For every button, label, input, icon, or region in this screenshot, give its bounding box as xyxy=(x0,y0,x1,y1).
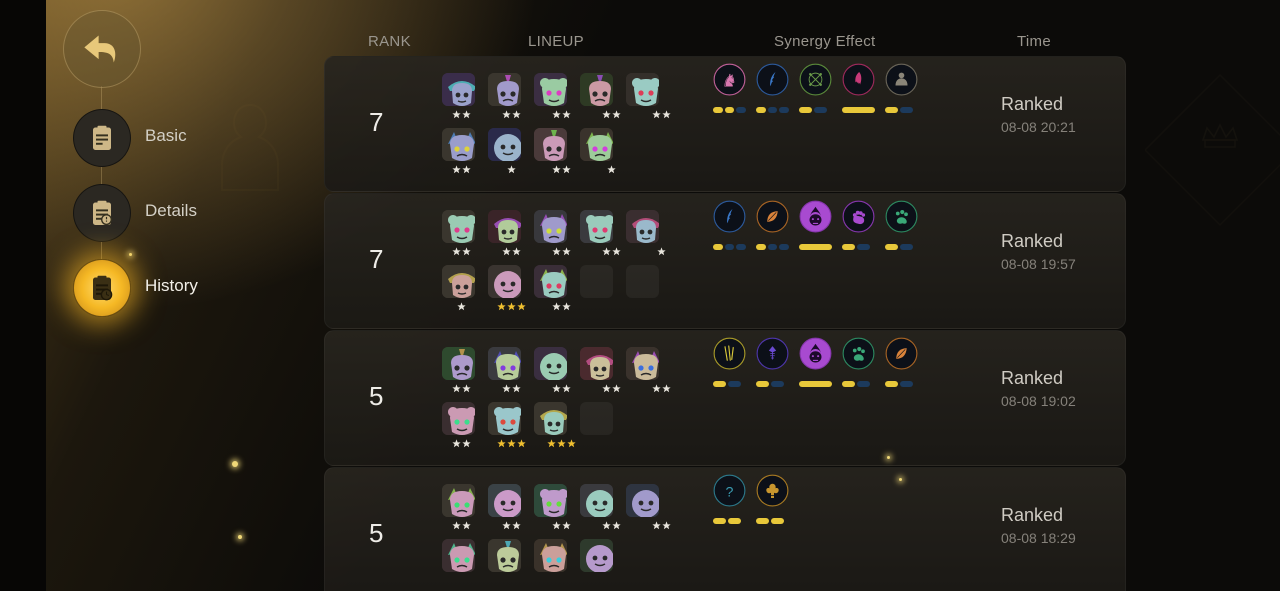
svg-text:?: ? xyxy=(726,485,734,501)
svg-text:♞: ♞ xyxy=(722,71,737,91)
